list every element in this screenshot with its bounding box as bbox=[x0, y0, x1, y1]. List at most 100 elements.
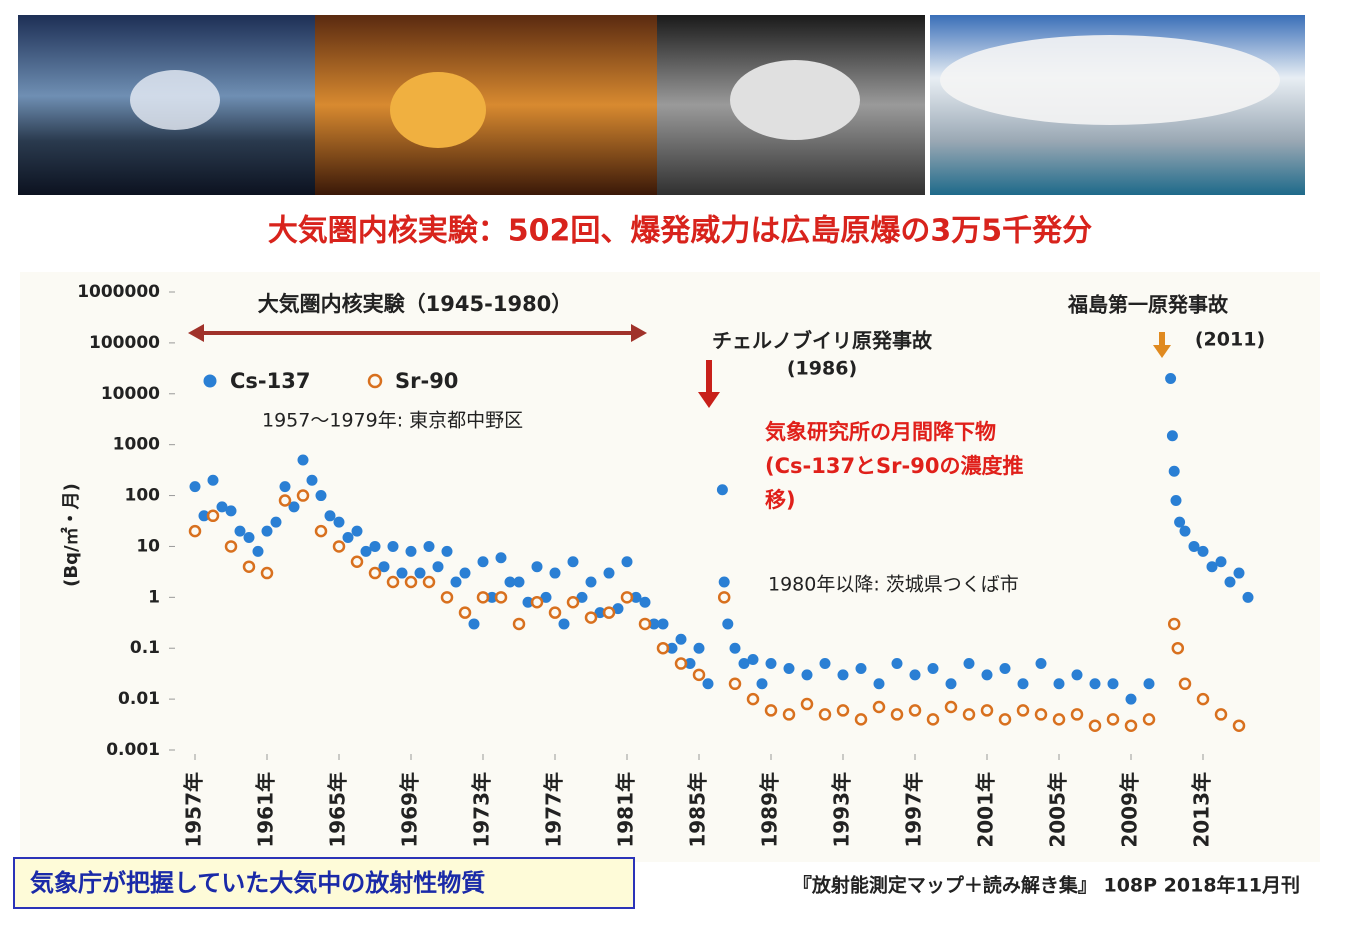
note-line: 気象研究所の月間降下物 bbox=[765, 420, 996, 444]
y-tick-label: 1000 bbox=[113, 435, 160, 455]
point bbox=[188, 524, 202, 538]
point bbox=[368, 566, 382, 580]
point bbox=[332, 540, 346, 553]
point bbox=[386, 575, 400, 589]
point bbox=[440, 591, 454, 604]
point bbox=[512, 617, 526, 631]
footer: 気象庁が把握していた大気中の放射性物質 bbox=[30, 869, 485, 897]
note-line: 移) bbox=[765, 488, 796, 512]
point bbox=[1233, 567, 1245, 579]
point bbox=[459, 567, 471, 579]
point bbox=[585, 576, 597, 588]
point bbox=[818, 708, 832, 721]
point bbox=[288, 501, 300, 513]
point bbox=[1167, 617, 1181, 631]
point bbox=[296, 489, 310, 502]
legend: Cs-137 Sr-90 bbox=[203, 369, 458, 393]
point bbox=[1125, 693, 1137, 705]
point bbox=[980, 704, 994, 717]
x-tick-label: 1961年 bbox=[254, 772, 278, 848]
x-tick-label: 1977年 bbox=[542, 772, 566, 848]
point bbox=[944, 700, 958, 714]
point bbox=[962, 708, 976, 721]
point bbox=[764, 704, 778, 717]
point bbox=[908, 704, 922, 717]
point bbox=[729, 642, 741, 654]
point bbox=[639, 596, 651, 608]
point bbox=[531, 561, 543, 573]
points bbox=[188, 372, 1254, 732]
point bbox=[405, 545, 417, 557]
point bbox=[1171, 641, 1185, 655]
point bbox=[620, 591, 634, 604]
point bbox=[1168, 465, 1180, 477]
photo bbox=[315, 15, 657, 195]
point bbox=[540, 591, 552, 603]
x-tick-label: 2009年 bbox=[1118, 772, 1142, 848]
x-tick-label: 2001年 bbox=[974, 772, 998, 848]
annotation: (2011) bbox=[1195, 329, 1265, 351]
point bbox=[738, 658, 750, 670]
point bbox=[477, 556, 489, 568]
point bbox=[692, 668, 706, 682]
point bbox=[378, 561, 390, 573]
legend-label: Cs-137 bbox=[230, 369, 310, 393]
point bbox=[476, 591, 490, 604]
y-tick-label: 0.01 bbox=[118, 689, 160, 709]
x-tick-label: 1981年 bbox=[614, 772, 638, 848]
x-tick-label: 1989年 bbox=[758, 772, 782, 848]
point bbox=[998, 713, 1012, 726]
point bbox=[1034, 708, 1048, 721]
point bbox=[1179, 525, 1191, 537]
title: 大気圏内核実験：502回、爆発威力は広島原爆の3万5千発分 bbox=[268, 214, 1092, 249]
x-tick-label: 1965年 bbox=[326, 772, 350, 848]
point bbox=[621, 556, 633, 568]
point bbox=[1089, 678, 1101, 690]
point bbox=[1088, 719, 1102, 732]
point bbox=[1107, 678, 1119, 690]
point bbox=[1052, 713, 1066, 726]
point bbox=[718, 576, 730, 588]
point bbox=[396, 567, 408, 579]
point bbox=[1165, 372, 1177, 384]
point bbox=[270, 516, 282, 528]
point bbox=[1035, 658, 1047, 670]
point bbox=[576, 591, 588, 603]
point bbox=[926, 713, 940, 726]
annotation: 福島第一原発事故 bbox=[1067, 293, 1229, 317]
point bbox=[819, 658, 831, 670]
point bbox=[549, 567, 561, 579]
point bbox=[252, 545, 264, 557]
point bbox=[981, 669, 993, 681]
y-tick-label: 1000000 bbox=[77, 282, 160, 302]
legend-label: Sr-90 bbox=[395, 369, 458, 393]
chernobyl-arrow bbox=[706, 360, 712, 395]
point bbox=[404, 575, 418, 589]
point bbox=[783, 662, 795, 674]
point bbox=[927, 662, 939, 674]
point bbox=[746, 692, 760, 706]
point bbox=[1232, 719, 1246, 732]
legend-marker bbox=[203, 374, 217, 388]
point bbox=[495, 552, 507, 564]
point bbox=[1106, 713, 1120, 726]
y-tick-label: 1 bbox=[148, 587, 160, 607]
point bbox=[441, 545, 453, 557]
point bbox=[1188, 540, 1200, 552]
photo-cloud bbox=[730, 60, 860, 140]
point bbox=[836, 704, 850, 717]
point bbox=[468, 618, 480, 630]
point bbox=[225, 505, 237, 517]
point bbox=[243, 531, 255, 543]
point bbox=[513, 576, 525, 588]
arrow-head bbox=[631, 324, 647, 342]
point bbox=[717, 591, 731, 604]
point bbox=[333, 516, 345, 528]
point bbox=[279, 481, 291, 493]
y-tick-label: 0.001 bbox=[106, 740, 160, 760]
point bbox=[234, 525, 246, 537]
point bbox=[1053, 678, 1065, 690]
x-tick-label: 2005年 bbox=[1046, 772, 1070, 848]
x-tick-label: 1973年 bbox=[470, 772, 494, 848]
